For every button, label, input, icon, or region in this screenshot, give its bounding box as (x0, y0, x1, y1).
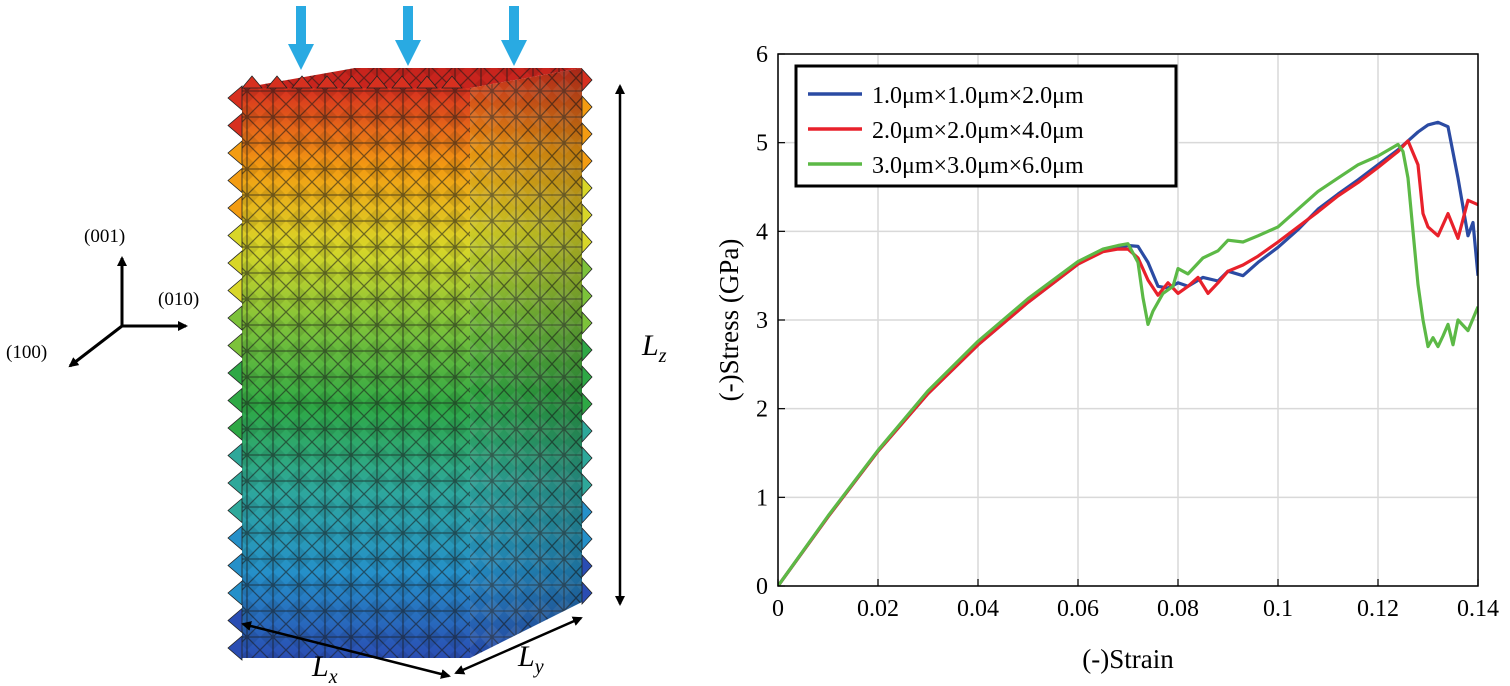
y-tick-label: 0 (756, 574, 768, 600)
x-tick-label: 0.02 (857, 596, 899, 622)
y-tick-label: 5 (756, 131, 768, 157)
load-arrow-icon (501, 6, 527, 66)
x-tick-label: 0.1 (1263, 596, 1293, 622)
dimension-arrows (241, 84, 625, 679)
lattice-specimen (227, 67, 593, 661)
dimension-label-z: Lz (641, 329, 667, 367)
load-arrows (288, 6, 527, 70)
legend-entry: 1.0μm×1.0μm×2.0μm (872, 83, 1084, 109)
load-arrow-icon (395, 6, 421, 66)
x-tick-label: 0.08 (1157, 596, 1199, 622)
axis-ticks: 0 0.02 0.04 0.06 0.08 0.1 0.12 0.14 0 1 2 3 4 5 6 (756, 42, 1499, 622)
x-axis-label: (-)Strain (1082, 644, 1174, 674)
x-tick-label: 0.12 (1357, 596, 1399, 622)
series-line-3 (778, 142, 1478, 586)
direction-label-001: (001) (84, 226, 125, 247)
dimension-label-x: Lx (311, 650, 338, 686)
load-arrow-icon (288, 6, 314, 70)
stress-strain-chart: 0 0.02 0.04 0.06 0.08 0.1 0.12 0.14 0 1 2 3 4 5 6 (-)S… (714, 42, 1499, 674)
y-tick-label: 4 (756, 219, 768, 245)
y-axis-label: (-)Stress (GPa) (714, 239, 744, 402)
x-tick-label: 0.04 (957, 596, 999, 622)
lattice-edge-spikes (227, 67, 593, 661)
y-tick-label: 6 (756, 42, 768, 68)
legend: 1.0μm×1.0μm×2.0μm 2.0μm×2.0μm×4.0μm 3.0μm×… (794, 64, 1178, 188)
legend-box (794, 64, 1178, 188)
y-tick-label: 3 (756, 308, 768, 334)
x-tick-label: 0 (772, 596, 784, 622)
legend-entry: 3.0μm×3.0μm×6.0μm (872, 153, 1084, 179)
x-tick-label: 0.06 (1057, 596, 1099, 622)
direction-label-100: (100) (6, 342, 47, 363)
legend-entry: 2.0μm×2.0μm×4.0μm (872, 118, 1084, 144)
y-tick-label: 2 (756, 397, 768, 423)
series-group (778, 120, 1478, 586)
series-line-2 (778, 139, 1478, 586)
y-tick-label: 1 (756, 485, 768, 511)
coordinate-axes (68, 256, 188, 368)
direction-label-010: (010) (158, 289, 199, 310)
dimension-label-y: Ly (517, 640, 544, 678)
x-tick-label: 0.14 (1457, 596, 1499, 622)
